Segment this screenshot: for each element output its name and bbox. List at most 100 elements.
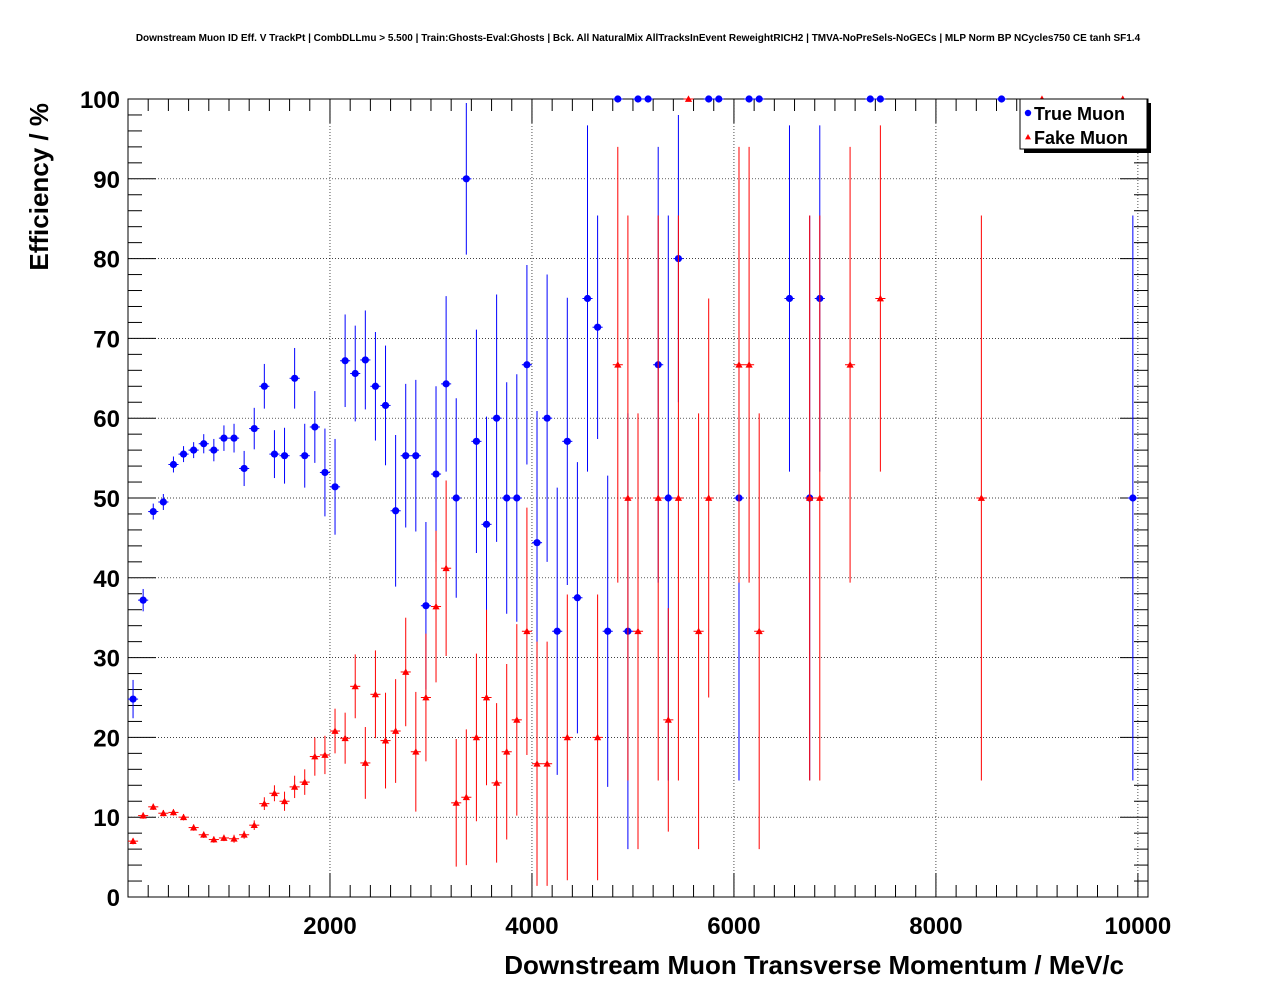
- fake-muon-point: [472, 733, 481, 741]
- true-muon-point: [482, 520, 491, 528]
- fake-muon-point: [846, 361, 854, 368]
- y-tick-label: 30: [93, 646, 120, 673]
- true-muon-point: [149, 507, 157, 516]
- y-tick-label: 0: [107, 885, 120, 912]
- true-muon-point: [452, 494, 460, 502]
- fake-muon-point: [977, 494, 985, 501]
- fake-muon-point: [240, 831, 248, 838]
- true-muon-point: [280, 452, 289, 460]
- true-muon-point: [785, 294, 794, 303]
- true-muon-point: [523, 361, 531, 369]
- fake-muon-point: [806, 494, 814, 501]
- true-muon-point: [270, 450, 279, 458]
- x-tick-label: 10000: [1105, 913, 1172, 940]
- fake-muon-point: [422, 693, 430, 701]
- fake-muon-point: [149, 803, 157, 810]
- true-muon-point: [583, 294, 592, 303]
- true-muon-point: [351, 369, 359, 378]
- fake-muon-point: [513, 716, 521, 723]
- true-muon-point: [159, 498, 167, 506]
- true-muon-point: [381, 401, 390, 410]
- true-muon-point: [745, 95, 753, 103]
- fake-muon-point: [301, 778, 309, 785]
- true-muon-point: [311, 423, 319, 431]
- fake-muon-point: [493, 779, 501, 786]
- fake-muon-point: [654, 494, 662, 501]
- true-muon-point: [190, 446, 198, 454]
- x-tick-label: 4000: [505, 913, 558, 940]
- fake-muon-point: [523, 627, 531, 635]
- true-muon-point: [331, 483, 339, 491]
- true-muon-point: [594, 323, 602, 331]
- true-muon-point: [614, 95, 622, 103]
- legend-label: Fake Muon: [1034, 128, 1128, 148]
- fake-muon-point: [270, 789, 279, 797]
- true-muon-point: [533, 539, 541, 547]
- true-muon-point: [462, 175, 470, 183]
- x-tick-label: 2000: [303, 913, 356, 940]
- fake-muon-point: [563, 733, 571, 741]
- true-muon-point: [179, 450, 188, 458]
- fake-muon-point: [412, 748, 420, 755]
- y-tick-label: 80: [93, 247, 120, 274]
- true-muon-point: [291, 374, 299, 382]
- fake-muon-point: [745, 361, 753, 368]
- fake-muon-point: [351, 682, 359, 690]
- fake-muon-point: [260, 800, 268, 807]
- true-muon-point: [341, 357, 349, 365]
- fake-muon-point: [190, 823, 198, 831]
- fake-muon-point: [220, 834, 228, 841]
- true-muon-point: [664, 494, 672, 502]
- fake-muon-point: [200, 831, 208, 838]
- legend-true-muon-marker: [1024, 109, 1032, 117]
- y-tick-label: 40: [93, 566, 120, 593]
- y-axis-label: Efficiency / %: [24, 103, 54, 271]
- x-tick-label: 6000: [707, 913, 760, 940]
- true-muon-point: [371, 382, 380, 390]
- true-muon-point: [472, 437, 481, 445]
- fake-muon-point: [432, 602, 440, 610]
- fake-muon-point: [291, 783, 299, 790]
- y-tick-label: 50: [93, 486, 120, 513]
- true-muon-point: [442, 380, 450, 388]
- true-muon-point: [169, 460, 178, 469]
- true-muon-point: [301, 452, 309, 460]
- true-muon-point: [402, 452, 410, 460]
- y-tick-label: 10: [93, 805, 120, 832]
- true-muon-point: [230, 434, 238, 442]
- true-muon-point: [866, 95, 874, 103]
- fake-muon-point: [331, 727, 339, 734]
- fake-muon-point: [230, 835, 238, 842]
- x-tick-label: 8000: [909, 913, 962, 940]
- fake-muon-point: [250, 821, 258, 829]
- true-muon-point: [644, 95, 652, 103]
- true-muon-point: [503, 494, 511, 502]
- fake-muon-point: [371, 690, 380, 698]
- fake-muon-point: [159, 809, 167, 817]
- true-muon-point: [250, 424, 258, 433]
- fake-muon-point: [129, 837, 137, 845]
- fake-muon-point: [634, 627, 642, 635]
- fake-muon-point: [402, 668, 410, 675]
- fake-muon-point: [210, 835, 218, 843]
- true-muon-point: [240, 464, 248, 473]
- true-muon-point: [1129, 494, 1137, 502]
- fake-muon-point: [392, 727, 400, 734]
- true-muon-point: [553, 627, 561, 635]
- fake-muon-point: [280, 797, 289, 805]
- true-muon-point: [876, 95, 884, 103]
- true-muon-point: [321, 468, 329, 477]
- true-muon-point: [200, 440, 208, 448]
- true-muon-point: [755, 95, 763, 103]
- fake-muon-point: [139, 812, 147, 819]
- fake-muon-point: [503, 748, 511, 755]
- true-muon-point: [210, 446, 218, 454]
- true-muon-point: [634, 95, 642, 103]
- true-muon-point: [705, 95, 713, 103]
- true-muon-point: [493, 414, 501, 422]
- fake-muon-point: [624, 494, 632, 501]
- fake-muon-point: [381, 736, 390, 744]
- fake-muon-point: [482, 693, 491, 701]
- true-muon-point: [715, 95, 723, 103]
